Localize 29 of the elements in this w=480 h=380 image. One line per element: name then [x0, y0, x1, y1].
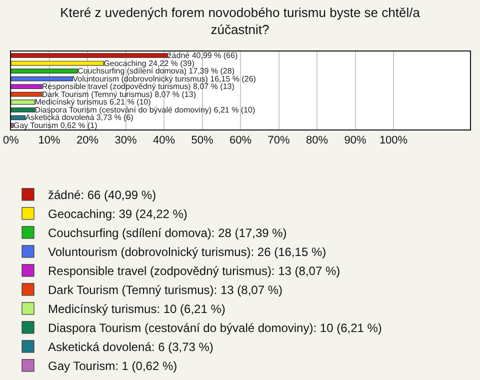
legend-label: Gay Tourism: 1 (0,62 %) — [48, 359, 178, 374]
x-tick-label: 70% — [268, 134, 290, 147]
data-label: Gay Tourism 0,62 % (1) — [13, 120, 98, 130]
legend-label: Asketická dovolená: 6 (3,73 %) — [48, 340, 214, 354]
legend-label: Responsible travel (zodpovědný turismus): 13 (8,07 %) — [48, 264, 340, 278]
data-label: Dark Tourism (Temný turismus) 8,07 % (13) — [42, 90, 196, 99]
legend-label: Medicínský turismus: 10 (6,21 %) — [48, 302, 226, 316]
legend-label: žádné: 66 (40,99 %) — [48, 188, 156, 202]
data-label: Medicínský turismus 6,21 % (10) — [34, 98, 152, 107]
x-tick-label: 80% — [306, 134, 328, 147]
x-tick-label: 30% — [114, 134, 137, 147]
x-tick-label: 0% — [3, 134, 20, 147]
legend-label: Geocaching: 39 (24,22 %) — [48, 207, 188, 222]
x-tick-label: 100% — [379, 134, 408, 147]
legend-label: Couchsurfing (sdílení domova): 28 (17,39 %) — [48, 226, 287, 240]
chart-title: Které z uvedených forem novodobého turismu byste se chtěl/a zúčastnit? — [60, 5, 421, 37]
legend-label: Voluntourism (dobrovolnický turismus): 26 (16,15 %) — [48, 245, 326, 260]
x-tick-label: 40% — [152, 134, 176, 147]
data-label: Diaspora Tourism (cestování do bývalé domoviny) 6,21 % (10) — [34, 105, 256, 114]
x-tick-label: 60% — [229, 134, 252, 147]
x-tick-label: 20% — [76, 134, 99, 147]
legend-label: Diaspora Tourism (cestování do bývalé domoviny): 10 (6,21 %) — [48, 321, 382, 336]
x-tick-label: 50% — [191, 134, 214, 147]
legend-label: Dark Tourism (Temný turismus): 13 (8,07 %) — [48, 283, 283, 298]
data-label: Responsible travel (zodpovědný turismus) 8,07 % (13) — [42, 82, 235, 92]
data-label: žádné 40,99 % (66) — [168, 51, 238, 60]
x-tick-label: 10% — [38, 134, 60, 147]
x-tick-label: 90% — [344, 134, 366, 147]
data-label: Geocaching 24,22 % (39) — [104, 58, 195, 68]
